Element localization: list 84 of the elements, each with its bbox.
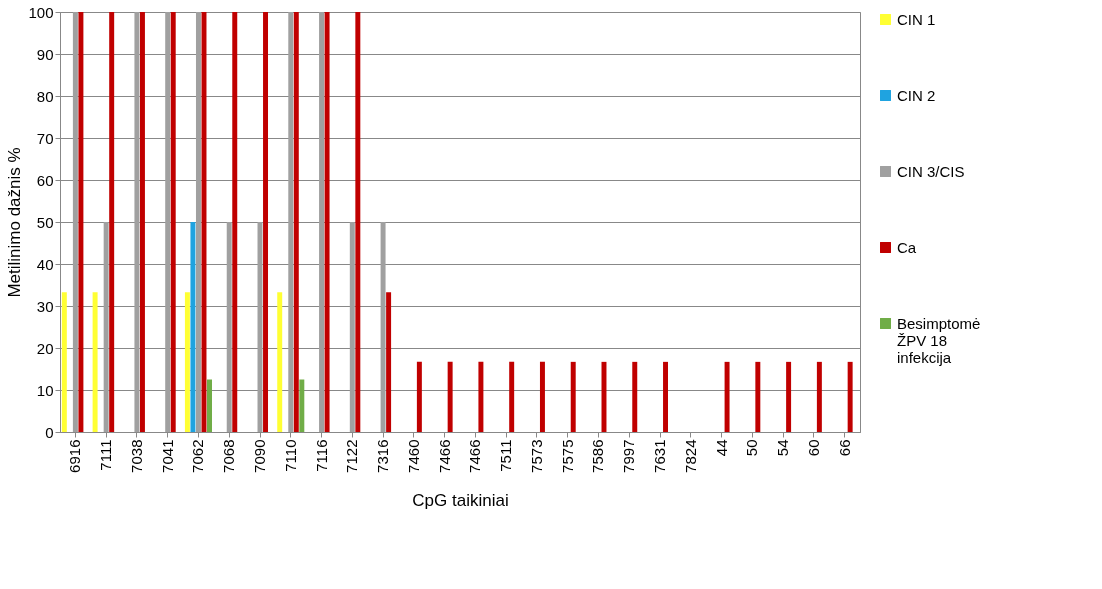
bar xyxy=(355,12,361,432)
bar xyxy=(139,12,145,432)
bar xyxy=(380,222,386,432)
bar xyxy=(195,12,201,432)
bar xyxy=(103,222,109,432)
bar xyxy=(170,12,176,432)
x-tick-label: 7466 xyxy=(466,439,484,473)
bar xyxy=(663,361,669,432)
y-tick-label: 0 xyxy=(45,423,54,441)
x-tick-label: 7460 xyxy=(404,439,422,473)
legend-label: CIN 1 xyxy=(897,10,936,28)
y-tick-label: 50 xyxy=(36,213,54,231)
y-tick-label: 80 xyxy=(36,87,54,105)
x-tick-label: 60 xyxy=(804,439,822,457)
x-axis-title: CpG taikiniai xyxy=(412,490,509,510)
bar xyxy=(324,12,330,432)
x-tick-label: 7511 xyxy=(497,439,515,472)
x-tick-label: 54 xyxy=(774,439,792,457)
bar xyxy=(755,361,761,432)
bar xyxy=(447,361,453,432)
x-tick-label: 7111 xyxy=(97,439,115,471)
y-tick-label: 40 xyxy=(36,255,54,273)
y-tick-label: 100 xyxy=(28,3,54,21)
bar xyxy=(109,12,115,432)
bar xyxy=(539,361,545,432)
bar xyxy=(570,361,576,432)
x-tick-label: 7575 xyxy=(558,439,576,473)
bar xyxy=(478,361,484,432)
bar xyxy=(165,12,171,432)
legend-label: Besimptomė ŽPV 18 infekcija xyxy=(897,314,981,366)
x-tick-label: 7824 xyxy=(681,439,699,473)
bar xyxy=(847,361,853,432)
bar xyxy=(816,361,822,432)
x-tick-label: 7997 xyxy=(620,439,638,473)
bar xyxy=(263,12,269,432)
bar xyxy=(72,12,78,432)
x-tick-label: 44 xyxy=(712,439,730,457)
x-tick-label: 7068 xyxy=(220,439,238,473)
x-tick-label: 7573 xyxy=(527,439,545,473)
legend-label: Ca xyxy=(897,238,917,256)
x-tick-label: 66 xyxy=(835,439,853,457)
y-tick-label: 30 xyxy=(36,297,54,315)
y-tick-label: 90 xyxy=(36,45,54,63)
x-tick-label: 7110 xyxy=(281,439,299,472)
bar xyxy=(61,292,67,432)
x-tick-label: 6916 xyxy=(66,439,84,473)
bar xyxy=(319,12,325,432)
x-tick-label: 7631 xyxy=(651,439,668,473)
x-tick-label: 7090 xyxy=(251,439,268,473)
x-tick-label: 7116 xyxy=(312,439,330,472)
bar xyxy=(724,361,730,432)
bar xyxy=(509,361,515,432)
y-tick-label: 20 xyxy=(36,339,54,357)
bar xyxy=(232,12,238,432)
bar xyxy=(299,379,305,432)
bar xyxy=(293,12,299,432)
bar xyxy=(78,12,84,432)
x-tick-label: 7586 xyxy=(589,439,607,473)
bar xyxy=(632,361,638,432)
bar xyxy=(786,361,792,432)
x-tick-label: 7122 xyxy=(343,439,361,473)
y-axis-title: Metilinimo dažnis % xyxy=(5,147,25,298)
x-tick-label: 7038 xyxy=(127,439,145,473)
bar xyxy=(277,292,283,432)
x-tick-label: 7466 xyxy=(435,439,453,473)
bar xyxy=(92,292,98,432)
x-tick-label: 50 xyxy=(743,439,761,457)
bar xyxy=(226,222,232,432)
bar xyxy=(184,292,190,432)
bar xyxy=(134,12,140,432)
y-tick-label: 10 xyxy=(36,381,54,399)
legend-label: CIN 3/CIS xyxy=(897,162,965,180)
x-tick-label: 7316 xyxy=(374,439,392,473)
y-tick-label: 70 xyxy=(36,129,54,147)
bar xyxy=(207,379,212,432)
legend-label: CIN 2 xyxy=(897,86,936,104)
x-tick-label: 7041 xyxy=(158,439,176,473)
bar xyxy=(190,222,196,432)
bar xyxy=(288,12,294,432)
bar xyxy=(349,222,355,432)
x-tick-label: 7062 xyxy=(189,439,207,473)
y-tick-label: 60 xyxy=(36,171,54,189)
bar xyxy=(416,361,422,432)
bar xyxy=(386,292,392,432)
